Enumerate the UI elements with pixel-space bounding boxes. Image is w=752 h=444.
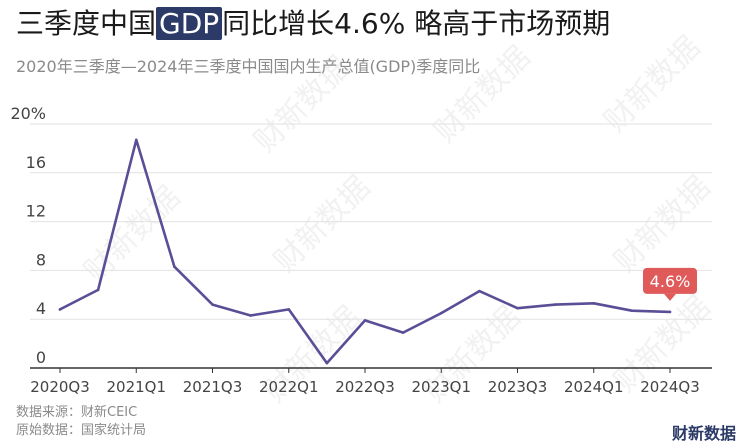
x-tick-label-2022Q1: 2022Q1 bbox=[259, 378, 319, 396]
gdp-growth-line bbox=[58, 138, 672, 365]
x-axis-ticks: 2020Q3 2021Q1 2021Q3 2022Q1 2022Q3 2023Q1 2023… bbox=[30, 368, 700, 396]
data-point-2022Q2 bbox=[325, 361, 329, 365]
title-highlight: GDP bbox=[156, 7, 223, 40]
x-tick-label-2023Q3: 2023Q3 bbox=[488, 378, 548, 396]
data-point-2023Q3 bbox=[516, 306, 519, 310]
data-source: 数据来源：财新CEIC bbox=[16, 405, 138, 420]
data-point-2023Q1 bbox=[439, 311, 443, 315]
y-tick-label-4: 4 bbox=[36, 299, 46, 318]
data-point-2021Q1 bbox=[134, 138, 138, 142]
data-point-2020Q4 bbox=[96, 288, 100, 292]
x-tick-label-2024Q3: 2024Q3 bbox=[640, 378, 700, 396]
brand-logo: 财新数据 bbox=[671, 424, 736, 443]
data-point-2023Q2 bbox=[478, 289, 481, 293]
y-axis-ticks: 0 4 8 12 16 20% bbox=[10, 104, 46, 367]
chart-title: 三季度中国 GDP 同比增长4.6% 略高于市场预期 bbox=[16, 6, 610, 42]
x-tick-label-2024Q1: 2024Q1 bbox=[564, 378, 624, 396]
y-tick-label-8: 8 bbox=[36, 250, 46, 269]
data-point-2020Q3 bbox=[58, 308, 62, 311]
x-tick-label-2023Q1: 2023Q1 bbox=[411, 378, 471, 396]
callout-pointer bbox=[664, 293, 676, 301]
data-point-2024Q3 bbox=[668, 310, 672, 314]
x-tick-label-2022Q3: 2022Q3 bbox=[335, 378, 395, 396]
data-line bbox=[58, 138, 672, 365]
callout-label: 4.6% bbox=[650, 272, 691, 291]
data-point-2024Q1 bbox=[592, 302, 596, 305]
callout-box bbox=[643, 267, 697, 294]
data-point-2021Q2 bbox=[173, 265, 176, 269]
title-suffix: 同比增长4.6% 略高于市场预期 bbox=[222, 7, 611, 40]
x-tick-label-2020Q3: 2020Q3 bbox=[30, 378, 90, 396]
data-point-2024Q2 bbox=[630, 309, 634, 312]
y-tick-label-16: 16 bbox=[26, 153, 46, 172]
value-callout: 4.6% bbox=[643, 267, 697, 301]
x-tick-label-2021Q3: 2021Q3 bbox=[183, 378, 243, 396]
grid-lines bbox=[30, 123, 712, 369]
data-point-2021Q3 bbox=[211, 303, 214, 306]
original-source: 原始数据：国家统计局 bbox=[16, 423, 147, 438]
y-tick-label-0: 0 bbox=[36, 348, 46, 367]
title-prefix: 三季度中国 bbox=[16, 7, 157, 40]
data-point-2022Q4 bbox=[401, 331, 405, 334]
data-point-2022Q3 bbox=[363, 319, 367, 322]
data-point-2022Q1 bbox=[287, 308, 291, 311]
y-tick-label-20: 20% bbox=[10, 104, 46, 123]
y-tick-label-12: 12 bbox=[26, 202, 46, 221]
chart-subtitle: 2020年三季度—2024年三季度中国国内生产总值(GDP)季度同比 bbox=[16, 57, 481, 76]
data-point-2021Q4 bbox=[249, 314, 252, 317]
x-tick-label-2021Q1: 2021Q1 bbox=[106, 378, 166, 396]
data-point-2023Q4 bbox=[554, 303, 557, 306]
